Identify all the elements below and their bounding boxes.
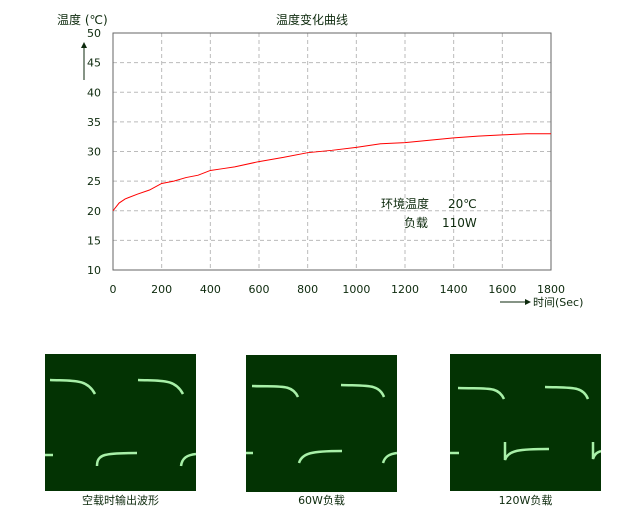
y-tick-label: 20	[87, 205, 101, 218]
load-value: 110W	[442, 216, 477, 230]
waveform-60w	[246, 355, 398, 492]
y-tick-label: 25	[87, 175, 101, 188]
load-label: 负载	[404, 216, 428, 230]
temperature-chart: 0 200 400 600 800 1000 1200 1400 1600 1800 10 15 20 2…	[57, 12, 583, 309]
x-tick-label: 0	[110, 283, 117, 296]
x-tick-label: 1400	[440, 283, 468, 296]
waveform-caption: 空载时输出波形	[82, 494, 159, 507]
y-tick-label: 40	[87, 86, 101, 99]
x-tick-label: 1200	[391, 283, 419, 296]
y-axis-label: 温度 (℃)	[57, 12, 108, 27]
x-tick-label: 800	[297, 283, 318, 296]
x-axis-label: 时间(Sec)	[533, 296, 583, 309]
waveform-no-load	[45, 354, 197, 491]
temperature-series	[112, 133, 551, 212]
waveform-caption: 60W负载	[298, 494, 345, 507]
y-tick-label: 35	[87, 116, 101, 129]
x-tick-label: 1600	[488, 283, 516, 296]
ambient-label: 环境温度	[381, 196, 429, 211]
x-tick-label: 400	[200, 283, 221, 296]
y-tick-label: 45	[87, 57, 101, 70]
y-tick-label: 10	[87, 264, 101, 277]
x-tick-label: 200	[151, 283, 172, 296]
plot-frame	[112, 32, 552, 271]
x-tick-label: 600	[249, 283, 270, 296]
x-tick-label: 1000	[342, 283, 370, 296]
y-tick-label: 30	[87, 146, 101, 159]
waveform-120w	[450, 354, 602, 491]
ambient-value: 20℃	[448, 197, 477, 211]
y-tick-label: 50	[87, 27, 101, 40]
chart-title: 温度变化曲线	[276, 12, 348, 27]
y-tick-label: 15	[87, 234, 101, 247]
waveform-caption: 120W负载	[498, 494, 553, 507]
x-tick-label: 1800	[537, 283, 565, 296]
